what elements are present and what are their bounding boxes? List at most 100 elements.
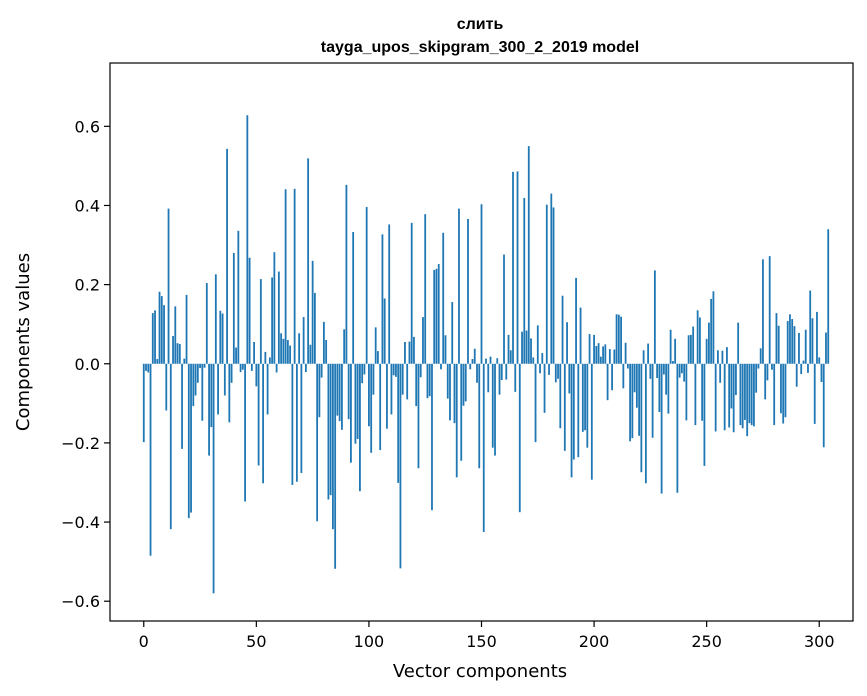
bar [512, 171, 514, 364]
bar [307, 158, 310, 364]
bar [458, 208, 460, 364]
bar [325, 340, 328, 364]
bar [392, 363, 395, 376]
bar [201, 363, 204, 421]
bar [764, 363, 767, 400]
bar [577, 363, 580, 458]
bar [142, 363, 145, 443]
bar [534, 363, 537, 443]
bar [268, 357, 271, 364]
bar [343, 329, 346, 364]
bar [685, 363, 688, 421]
bar [822, 363, 825, 448]
bar [593, 334, 595, 364]
bar [237, 230, 240, 364]
bar [464, 363, 467, 402]
bar [194, 363, 197, 396]
bar [766, 363, 769, 381]
bar [748, 363, 751, 424]
bar [543, 363, 546, 413]
bar [710, 298, 713, 364]
bar [217, 363, 219, 415]
bar [523, 197, 526, 364]
bar [622, 363, 625, 389]
bar [406, 363, 409, 400]
bar [255, 363, 258, 387]
bar [532, 357, 535, 364]
bar [485, 358, 487, 364]
bar [509, 350, 512, 364]
bar [809, 290, 812, 364]
bar [678, 363, 681, 378]
bar [356, 363, 359, 439]
bar [347, 363, 350, 420]
bar [449, 363, 451, 421]
bar [487, 363, 490, 393]
bar [214, 274, 217, 364]
bar [257, 363, 260, 466]
bar [388, 224, 391, 364]
bar [489, 356, 492, 364]
bar [239, 363, 242, 373]
bar [719, 363, 722, 383]
bar [295, 363, 298, 482]
bar [741, 363, 744, 429]
bar [181, 363, 183, 449]
x-tick-label: 250 [691, 632, 722, 651]
bar [649, 363, 652, 379]
bar [554, 363, 557, 383]
bar [149, 363, 152, 556]
bar [160, 296, 163, 364]
bar [647, 343, 650, 364]
bar [606, 363, 609, 401]
bar [469, 363, 472, 370]
bar [798, 332, 800, 364]
bar [737, 322, 740, 364]
bar [595, 345, 598, 364]
bar [827, 229, 830, 364]
bar [611, 363, 613, 391]
bar [703, 363, 706, 466]
bar [545, 204, 548, 364]
bar [280, 333, 283, 364]
x-tick-label: 200 [579, 632, 610, 651]
bar [410, 222, 413, 364]
y-tick-label: 0.6 [75, 117, 100, 136]
bar [699, 317, 701, 364]
bar [329, 363, 332, 496]
x-axis-ticks: 0 50 100 150 200 250 300 [139, 621, 835, 651]
bar [638, 363, 641, 436]
bar [383, 298, 386, 364]
bar [590, 363, 593, 480]
bar [415, 363, 418, 407]
bar [701, 363, 704, 421]
bar [185, 294, 188, 364]
bar [581, 363, 584, 432]
bar [683, 363, 686, 382]
bar [658, 363, 661, 413]
y-tick-label: −0.4 [61, 513, 100, 532]
bar [316, 363, 319, 522]
bar [226, 148, 228, 364]
bar [365, 207, 368, 364]
bar [784, 363, 787, 418]
bar [169, 363, 172, 530]
bar [550, 193, 553, 364]
bar [491, 363, 494, 448]
bar [320, 363, 323, 378]
bar [250, 363, 253, 371]
bar [762, 259, 764, 364]
bar [496, 358, 499, 364]
bar [775, 313, 778, 364]
bar [561, 295, 564, 364]
bar [804, 329, 807, 364]
bar [478, 363, 481, 469]
bar [338, 363, 341, 422]
bar [757, 363, 760, 369]
bar [183, 358, 186, 364]
bar [199, 363, 201, 369]
bar [782, 363, 785, 424]
bar [259, 279, 262, 364]
bar [613, 349, 616, 364]
bar [354, 363, 357, 444]
